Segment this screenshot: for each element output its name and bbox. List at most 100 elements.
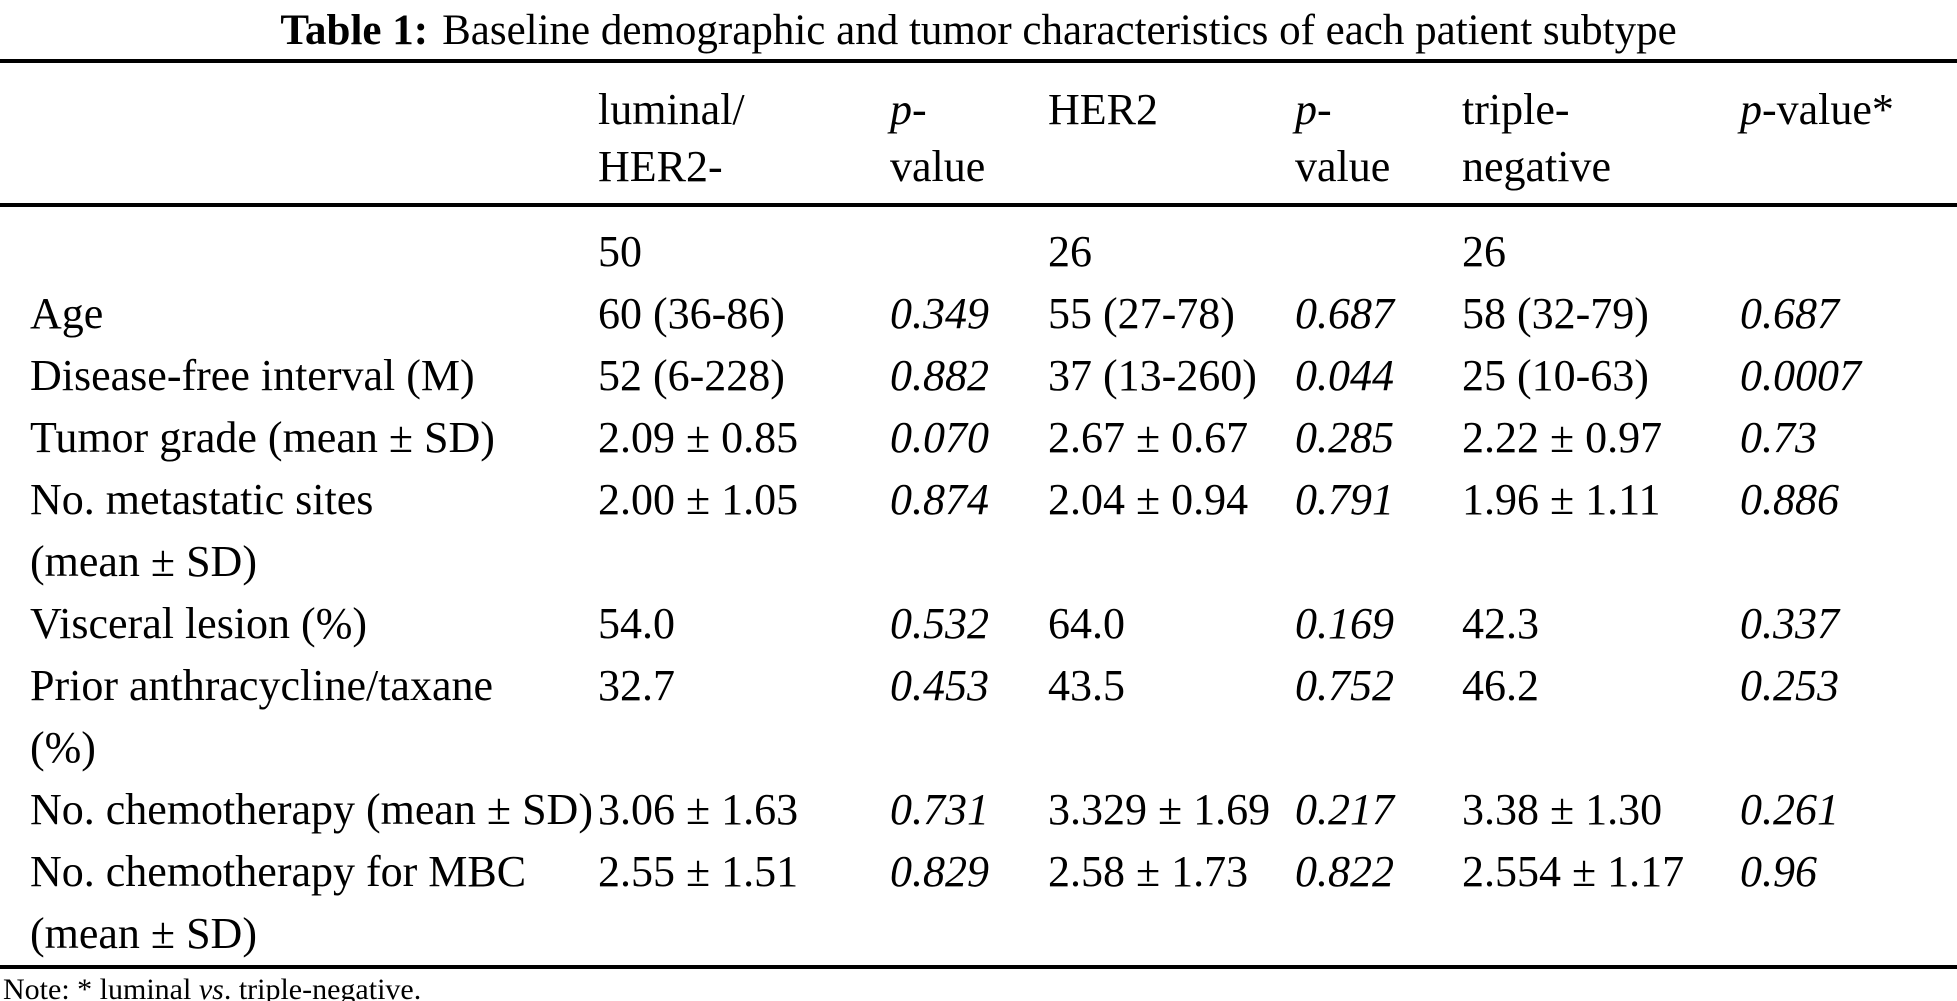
characteristics-table: luminal/HER2- p-value HER2 p-value triple-ne… bbox=[0, 59, 1957, 969]
value-cell: 0.96 bbox=[1740, 847, 1817, 896]
column-header: p- value bbox=[1295, 61, 1462, 207]
table-row: Age 60 (36-86) 0.349 55 (27-78) 0.687 58 (32-… bbox=[0, 283, 1957, 345]
text-segment: triple- bbox=[1462, 85, 1570, 134]
column-header bbox=[0, 61, 598, 207]
value-cell: 0.882 bbox=[890, 351, 989, 400]
value-cell: 54.0 bbox=[598, 599, 675, 648]
value-cell: 52 (6-228) bbox=[598, 351, 785, 400]
table-row: No. chemotherapy for MBC (mean ± SD) 2.55 … bbox=[0, 841, 1957, 967]
value-cell: 0.337 bbox=[1740, 599, 1839, 648]
table-note: Note: * luminal vs. triple-negative. bbox=[0, 969, 1957, 1001]
value-cell: 26 bbox=[1048, 227, 1092, 276]
value-cell: 0.687 bbox=[1295, 289, 1394, 338]
value-cell: 0.261 bbox=[1740, 785, 1839, 834]
table-row: No. chemotherapy (mean ± SD) 3.06 ± 1.63 0… bbox=[0, 779, 1957, 841]
value-cell: 0.453 bbox=[890, 661, 989, 710]
value-cell: 25 (10-63) bbox=[1462, 351, 1649, 400]
value-cell: 2.00 ± 1.05 bbox=[598, 475, 799, 524]
row-label-cell: No. metastatic sites (mean ± SD) bbox=[30, 475, 374, 586]
row-label-cell: No. chemotherapy for MBC (mean ± SD) bbox=[30, 847, 527, 958]
value-cell: 2.04 ± 0.94 bbox=[1048, 475, 1249, 524]
table-title: Table 1: Baseline demographic and tumor c… bbox=[0, 0, 1957, 59]
row-label-cell: Prior anthracycline/taxane (%) bbox=[30, 661, 494, 772]
value-cell: 58 (32-79) bbox=[1462, 289, 1649, 338]
value-cell: 1.96 ± 1.11 bbox=[1462, 475, 1661, 524]
column-header: HER2 bbox=[1048, 61, 1295, 207]
text-segment: - bbox=[912, 85, 927, 134]
value-cell: 0.886 bbox=[1740, 475, 1839, 524]
value-cell: 46.2 bbox=[1462, 661, 1539, 710]
value-cell: 0.070 bbox=[890, 413, 989, 462]
column-header: p-value* bbox=[1740, 61, 1957, 207]
text-segment: p bbox=[890, 85, 912, 134]
row-label-cell: No. chemotherapy (mean ± SD) bbox=[30, 785, 593, 834]
table-body: 50 26 26 Age 60 (36-86) 0.349 55 (27-78) 0.687 5… bbox=[0, 205, 1957, 967]
value-cell: 0.752 bbox=[1295, 661, 1394, 710]
value-cell: 50 bbox=[598, 227, 642, 276]
value-cell: 0.791 bbox=[1295, 475, 1394, 524]
value-cell: 2.22 ± 0.97 bbox=[1462, 413, 1663, 462]
text-segment: value bbox=[1295, 142, 1391, 191]
text-segment: vs bbox=[198, 973, 224, 1001]
text-segment: p bbox=[1295, 85, 1317, 134]
value-cell: 64.0 bbox=[1048, 599, 1125, 648]
value-cell: 43.5 bbox=[1048, 661, 1125, 710]
value-cell: 0.532 bbox=[890, 599, 989, 648]
value-cell: 0.73 bbox=[1740, 413, 1817, 462]
value-cell: 60 (36-86) bbox=[598, 289, 785, 338]
value-cell: 0.285 bbox=[1295, 413, 1394, 462]
table-row: Disease-free interval (M) 52 (6-228) 0.882… bbox=[0, 345, 1957, 407]
value-cell: 0.349 bbox=[890, 289, 989, 338]
text-segment: . triple-negative. bbox=[223, 973, 422, 1001]
text-segment: HER2- bbox=[598, 142, 723, 191]
value-cell bbox=[1740, 205, 1957, 283]
table-row: No. metastatic sites (mean ± SD) 2.00 ± 1.… bbox=[0, 469, 1957, 593]
value-cell: 55 (27-78) bbox=[1048, 289, 1235, 338]
table-row: Tumor grade (mean ± SD) 2.09 ± 0.85 0.070 2… bbox=[0, 407, 1957, 469]
column-header: triple-negative bbox=[1462, 61, 1740, 207]
text-segment: HER2 bbox=[1048, 85, 1158, 134]
value-cell: 3.06 ± 1.63 bbox=[598, 785, 799, 834]
value-cell bbox=[1295, 205, 1462, 283]
value-cell: 42.3 bbox=[1462, 599, 1539, 648]
value-cell: 0.0007 bbox=[1740, 351, 1861, 400]
value-cell: 2.58 ± 1.73 bbox=[1048, 847, 1249, 896]
text-segment: negative bbox=[1462, 142, 1612, 191]
value-cell: 32.7 bbox=[598, 661, 675, 710]
value-cell: 37 (13-260) bbox=[1048, 351, 1257, 400]
text-segment: Baseline demographic and tumor character… bbox=[442, 7, 1677, 54]
text-segment: value bbox=[890, 142, 986, 191]
value-cell: 2.55 ± 1.51 bbox=[598, 847, 799, 896]
value-cell: 0.829 bbox=[890, 847, 989, 896]
column-header: p- value bbox=[890, 61, 1048, 207]
text-segment: luminal/ bbox=[598, 85, 745, 134]
text-segment: p bbox=[1740, 85, 1762, 134]
table-row: 50 26 26 bbox=[0, 205, 1957, 283]
value-cell: 0.217 bbox=[1295, 785, 1394, 834]
row-label-cell: Visceral lesion (%) bbox=[30, 599, 368, 648]
row-label-cell: Disease-free interval (M) bbox=[30, 351, 475, 400]
row-label-cell: Tumor grade (mean ± SD) bbox=[30, 413, 495, 462]
row-label-cell: Age bbox=[30, 289, 104, 338]
text-segment: Note: * luminal bbox=[3, 973, 199, 1001]
value-cell: 0.044 bbox=[1295, 351, 1394, 400]
value-cell: 0.687 bbox=[1740, 289, 1839, 338]
text-segment: -value* bbox=[1762, 85, 1894, 134]
value-cell: 0.169 bbox=[1295, 599, 1394, 648]
value-cell: 26 bbox=[1462, 227, 1506, 276]
value-cell bbox=[890, 205, 1048, 283]
text-segment: Table 1: bbox=[280, 7, 429, 54]
value-cell: 2.554 ± 1.17 bbox=[1462, 847, 1685, 896]
value-cell: 2.09 ± 0.85 bbox=[598, 413, 799, 462]
column-header: luminal/HER2- bbox=[598, 61, 890, 207]
table-row: Visceral lesion (%) 54.0 0.532 64.0 0.169 42.… bbox=[0, 593, 1957, 655]
value-cell: 0.731 bbox=[890, 785, 989, 834]
value-cell: 0.822 bbox=[1295, 847, 1394, 896]
row-label-cell bbox=[0, 205, 598, 283]
table-row: Prior anthracycline/taxane (%) 32.7 0.453 43… bbox=[0, 655, 1957, 779]
value-cell: 3.38 ± 1.30 bbox=[1462, 785, 1663, 834]
value-cell: 3.329 ± 1.69 bbox=[1048, 785, 1271, 834]
value-cell: 0.874 bbox=[890, 475, 989, 524]
text-segment: - bbox=[1317, 85, 1332, 134]
